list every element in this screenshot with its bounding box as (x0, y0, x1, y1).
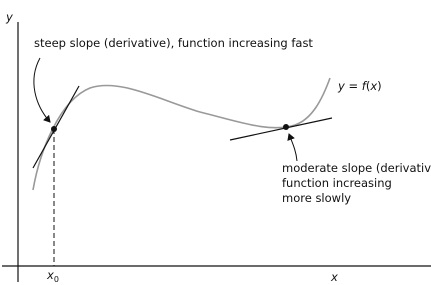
y-axis-label: y (5, 10, 13, 24)
arrow (287, 133, 298, 162)
tangent-point (51, 126, 57, 132)
tangent-point (283, 124, 289, 130)
moderate-annotation: function increasing (282, 176, 392, 190)
curve-label: y = f(x) (337, 79, 382, 93)
x0-label: x0 (46, 268, 59, 284)
function-curve (32, 77, 331, 191)
moderate-annotation: more slowly (282, 191, 351, 205)
x-axis-label: x (330, 270, 338, 284)
moderate-annotation: moderate slope (derivative), (282, 161, 431, 175)
moderate-tangent (229, 117, 333, 141)
steep-annotation: steep slope (derivative), function incre… (34, 36, 313, 50)
arrow (33, 57, 51, 123)
